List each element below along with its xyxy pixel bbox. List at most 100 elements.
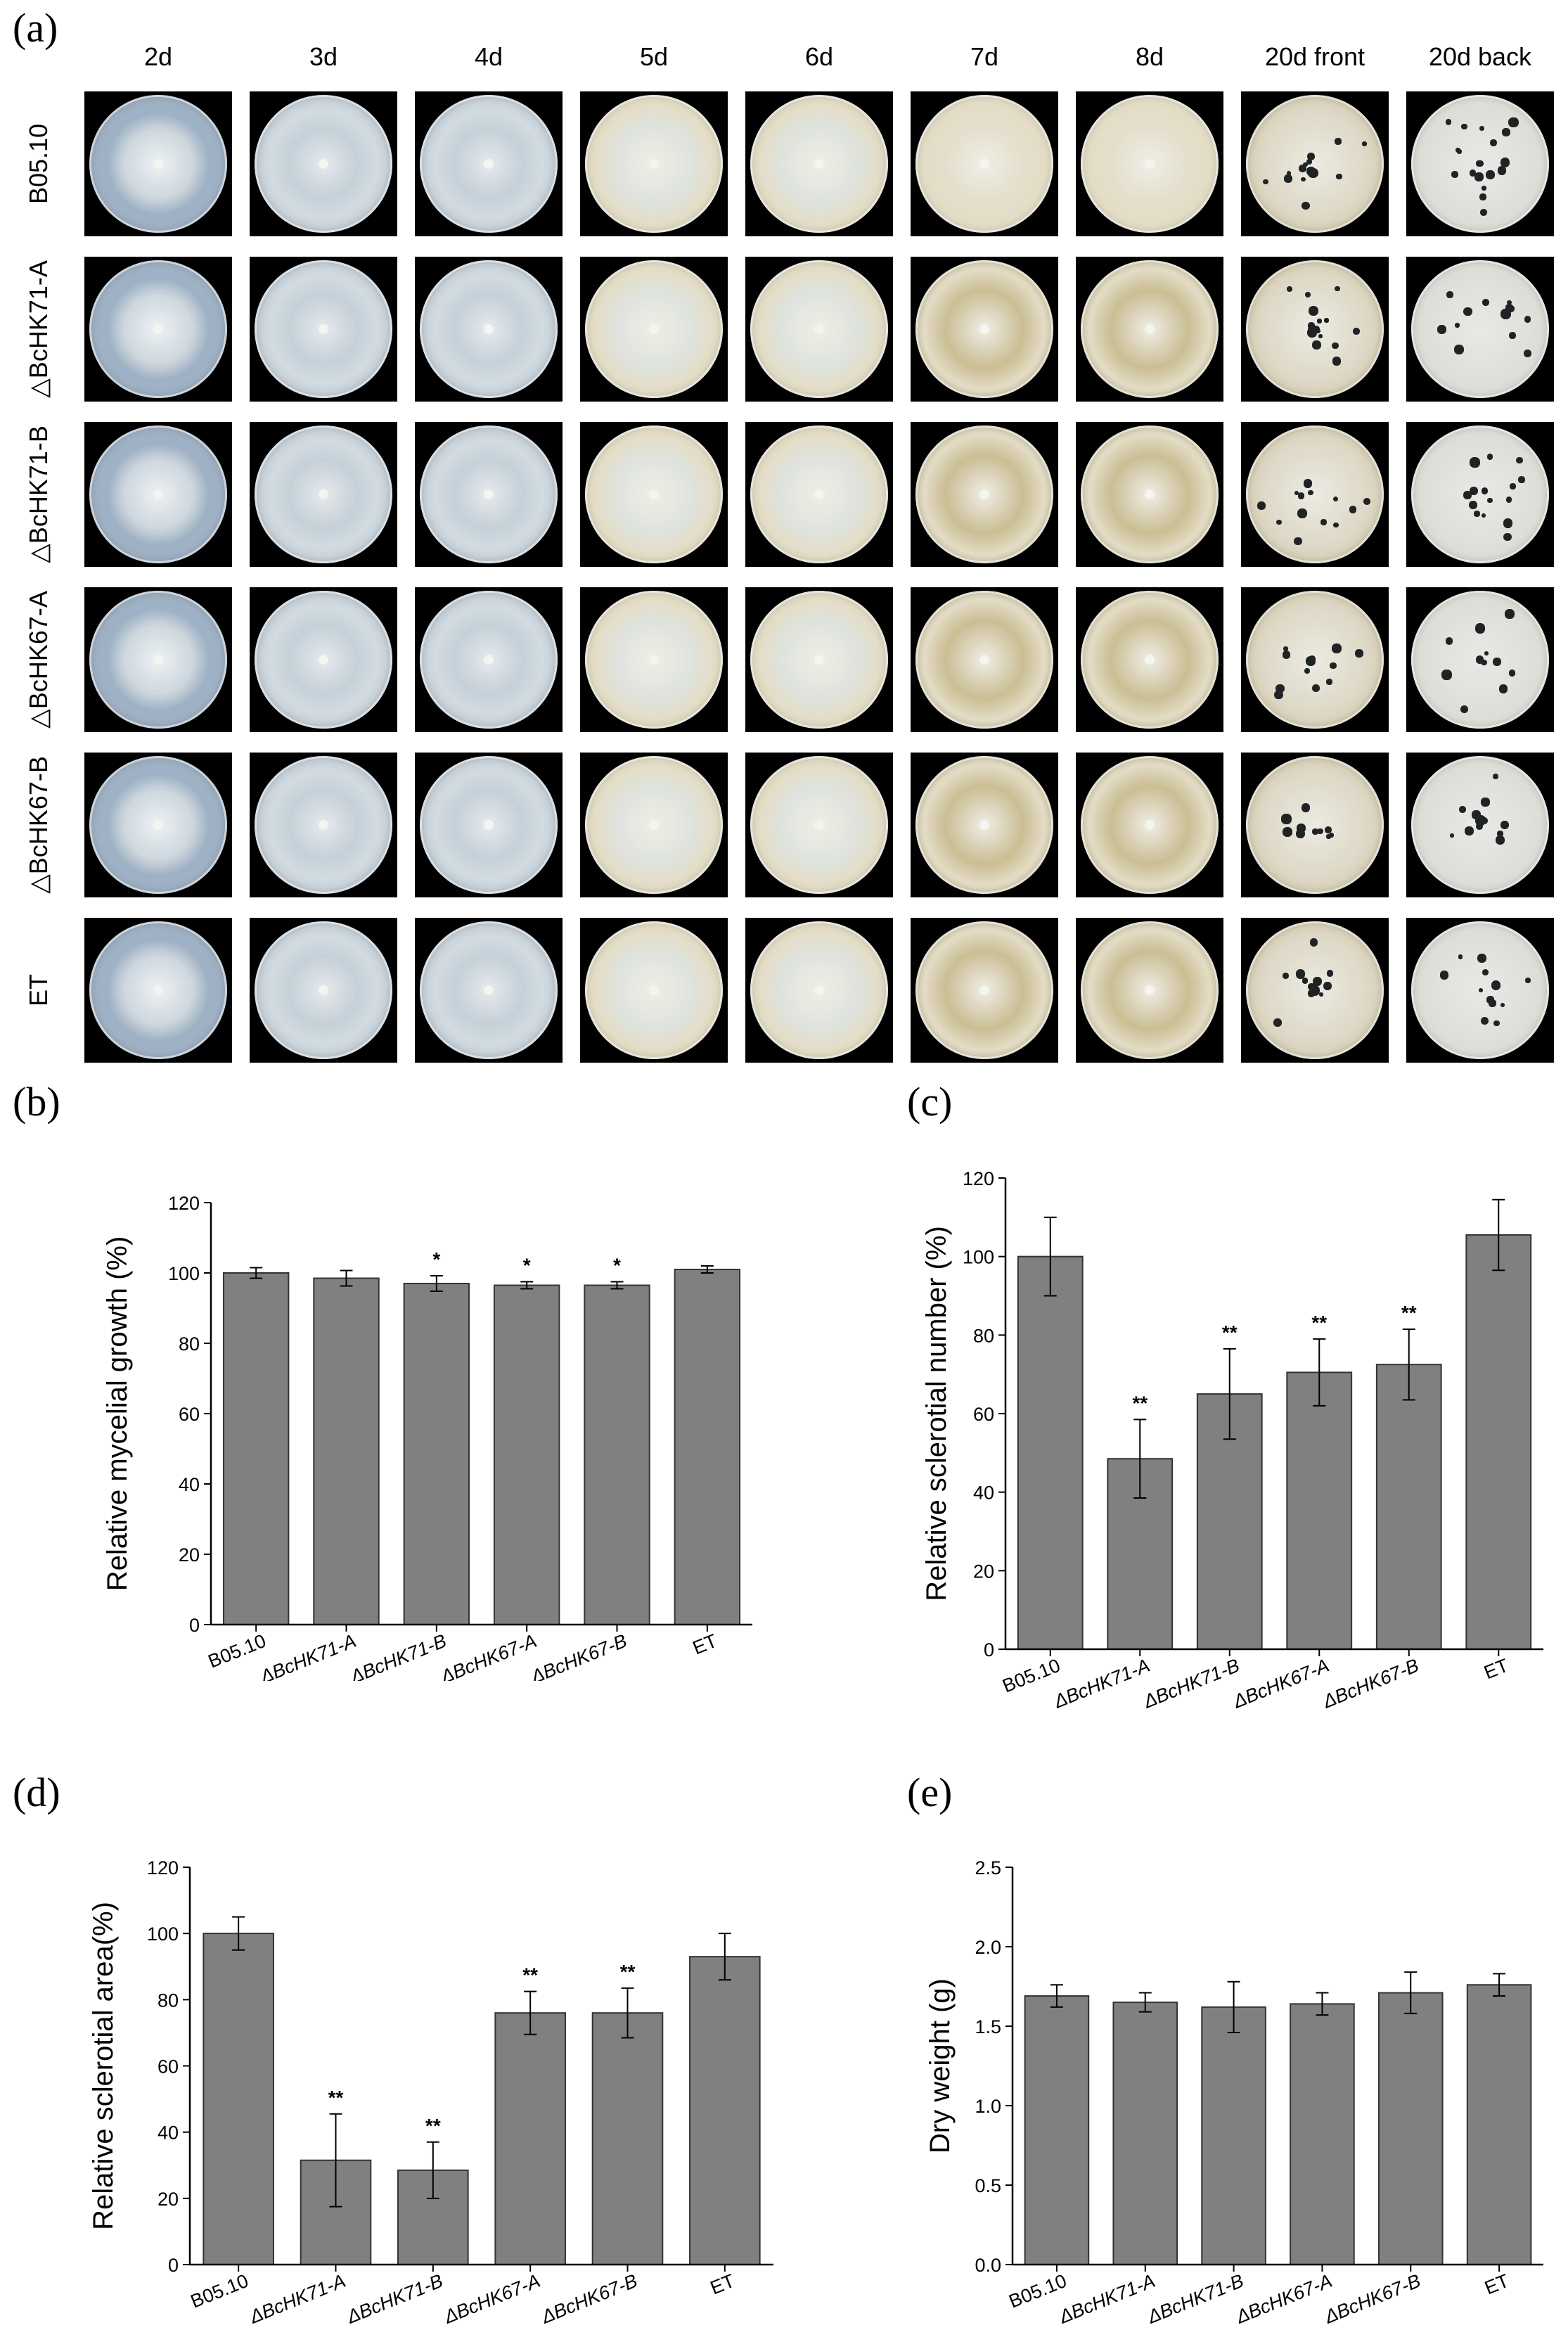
petri-dish	[255, 756, 392, 894]
sclerotium	[1309, 938, 1318, 947]
petri-dish	[420, 260, 558, 398]
sclerotium	[1469, 169, 1477, 177]
plate-photo	[415, 587, 563, 732]
sclerotium	[1463, 307, 1472, 316]
category-label: ΔBcHK71-A	[257, 1630, 359, 1681]
sclerotium	[1482, 186, 1487, 191]
sclerotium	[1297, 823, 1306, 833]
sclerotium	[1508, 670, 1516, 677]
plate-photo	[580, 587, 728, 732]
strain-label: △BcHK71-A	[24, 260, 53, 398]
plate-photo	[580, 753, 728, 897]
sclerotium	[1481, 798, 1490, 807]
inoculum-plug	[979, 324, 989, 334]
petri-dish	[255, 425, 392, 563]
sclerotium	[1497, 166, 1506, 175]
sclerotium	[1315, 328, 1321, 334]
inoculum-plug	[153, 985, 163, 995]
category-label: ΔBcHK71-B	[347, 1630, 449, 1681]
sclerotium	[1507, 300, 1512, 305]
bar	[1201, 2006, 1266, 2265]
plate-photo	[1406, 422, 1554, 567]
sclerotium	[1455, 322, 1460, 328]
inoculum-plug	[319, 489, 328, 499]
sclerotium	[1299, 164, 1307, 172]
plate-photo	[1076, 918, 1223, 1063]
sclerotium	[1524, 315, 1531, 323]
y-axis-label: Relative mycelial growth (%)	[102, 1236, 133, 1592]
sclerotium	[1477, 160, 1484, 167]
bar	[1466, 1984, 1532, 2266]
inoculum-plug	[979, 159, 989, 169]
inoculum-plug	[814, 655, 824, 665]
sclerotium	[1479, 987, 1484, 993]
sclerotium	[1335, 286, 1340, 292]
petri-dish	[420, 591, 558, 729]
sclerotium	[1273, 1018, 1282, 1028]
petri-dish	[585, 425, 723, 563]
sclerotium	[1336, 173, 1342, 180]
category-label: ΔBcHK67-B	[1321, 2270, 1424, 2328]
sclerotium	[1445, 637, 1453, 645]
category-label: ΔBcHK67-B	[527, 1630, 630, 1681]
inoculum-plug	[814, 159, 824, 169]
plate-photo	[1406, 257, 1554, 402]
plate-row-label: △BcHK71-B	[0, 422, 77, 567]
petri-dish	[585, 260, 723, 398]
y-tick-label: 1.0	[975, 2096, 1001, 2117]
inoculum-plug	[484, 489, 494, 499]
inoculum-plug	[484, 159, 494, 169]
plate-photo	[745, 753, 893, 897]
plate-photo	[911, 918, 1058, 1063]
sclerotium	[1312, 976, 1322, 986]
significance-marker: *	[523, 1255, 531, 1276]
inoculum-plug	[1145, 820, 1155, 830]
plate-photo	[1076, 257, 1223, 402]
inoculum-plug	[649, 985, 659, 995]
petri-dish	[915, 95, 1053, 233]
sclerotium	[1323, 981, 1332, 991]
inoculum-plug	[1145, 655, 1155, 665]
y-tick-label: 80	[158, 1990, 179, 2011]
petri-dish	[1081, 425, 1219, 563]
sclerotium	[1475, 623, 1486, 634]
sclerotium	[1475, 815, 1486, 826]
petri-dish	[89, 921, 227, 1059]
plate-photo	[250, 257, 397, 402]
sclerotium	[1308, 655, 1316, 663]
sclerotium	[1306, 158, 1312, 165]
significance-marker: **	[425, 2115, 441, 2137]
sclerotium	[1324, 318, 1329, 323]
sclerotium	[1294, 491, 1299, 496]
sclerotium	[1482, 968, 1489, 976]
sclerotium	[1301, 803, 1311, 812]
significance-marker: **	[1311, 1312, 1327, 1333]
sclerotium	[1475, 655, 1484, 664]
inoculum-plug	[1145, 159, 1155, 169]
sclerotium	[1332, 357, 1342, 366]
sclerotium	[1507, 305, 1515, 312]
sclerotium	[1332, 644, 1342, 653]
sclerotium	[1320, 518, 1328, 525]
category-label: ET	[707, 2270, 738, 2299]
sclerotium	[1303, 162, 1308, 167]
sclerotium	[1497, 831, 1503, 837]
sclerotium	[1304, 667, 1311, 674]
sclerotium	[1283, 973, 1290, 980]
category-label: ΔBcHK71-A	[246, 2270, 349, 2328]
plate-photo	[1076, 422, 1223, 567]
plate-photo	[1241, 587, 1389, 732]
sclerotium	[1363, 497, 1371, 506]
inoculum-plug	[649, 820, 659, 830]
sclerotium	[1508, 117, 1519, 128]
petri-dish	[750, 756, 888, 894]
sclerotium	[1503, 518, 1513, 528]
y-tick-label: 120	[963, 1168, 994, 1189]
sclerotium	[1326, 678, 1333, 685]
sclerotium	[1316, 828, 1323, 835]
petri-dish	[585, 921, 723, 1059]
plate-photo	[415, 753, 563, 897]
sclerotium	[1437, 325, 1446, 335]
sclerotium	[1263, 179, 1268, 185]
y-tick-label: 80	[179, 1333, 200, 1355]
